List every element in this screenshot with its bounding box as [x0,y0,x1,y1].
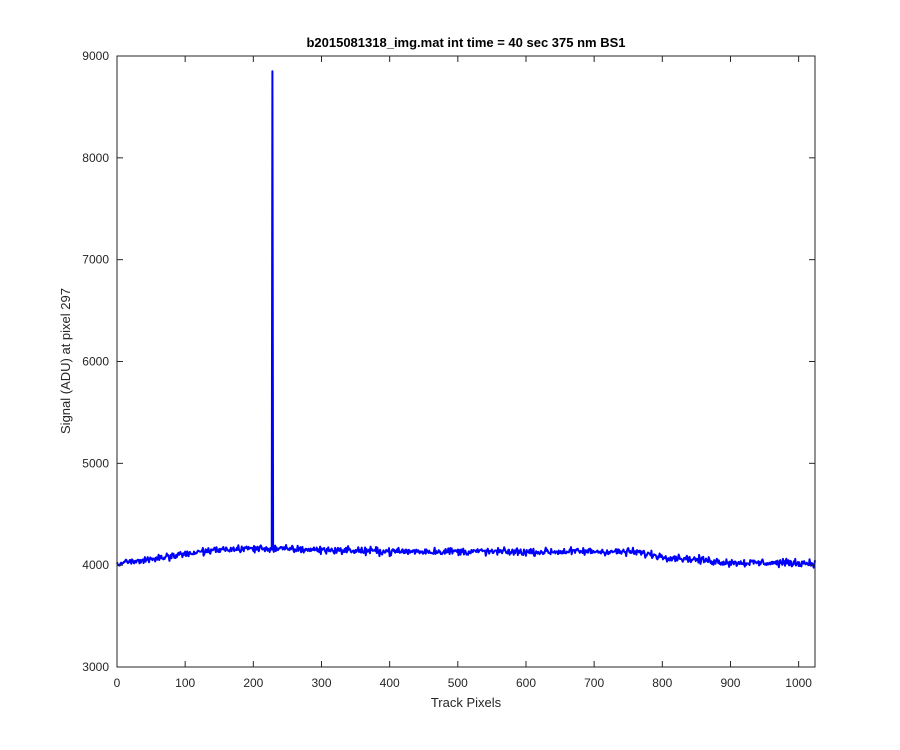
x-axis-label: Track Pixels [431,695,502,710]
y-tick-label: 3000 [82,660,109,674]
x-tick-label: 500 [448,676,468,690]
x-tick-label: 0 [114,676,121,690]
y-tick-label: 9000 [82,49,109,63]
x-tick-label: 600 [516,676,536,690]
y-tick-label: 6000 [82,355,109,369]
y-tick-label: 8000 [82,151,109,165]
y-tick-label: 7000 [82,253,109,267]
x-tick-label: 700 [584,676,604,690]
x-tick-label: 1000 [785,676,812,690]
x-tick-label: 200 [243,676,263,690]
x-tick-label: 800 [652,676,672,690]
x-ticks: 0 100 200 300 400 500 600 700 800 900 1000 [114,56,812,690]
y-tick-label: 4000 [82,558,109,572]
x-tick-label: 400 [380,676,400,690]
series-line [116,70,816,569]
chart-title: b2015081318_img.mat int time = 40 sec 37… [306,35,625,50]
x-tick-label: 900 [720,676,740,690]
y-ticks: 3000 4000 5000 6000 7000 8000 9000 [82,49,815,674]
plot-area [117,56,815,667]
x-tick-label: 300 [311,676,331,690]
series-layer [116,70,816,569]
y-axis-label: Signal (ADU) at pixel 297 [58,288,73,434]
x-tick-label: 100 [175,676,195,690]
y-tick-label: 5000 [82,456,109,470]
